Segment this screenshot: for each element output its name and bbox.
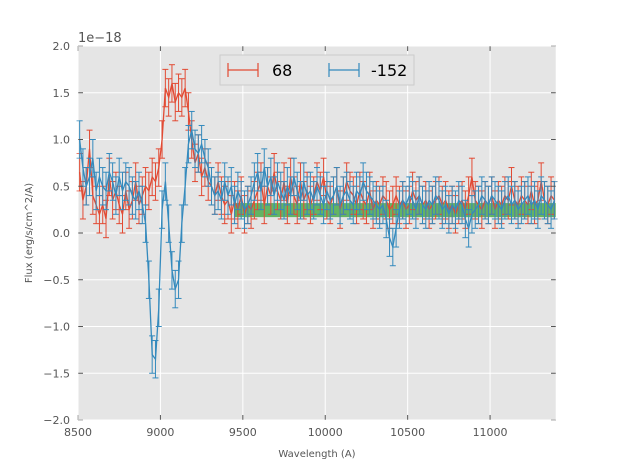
- legend: 68 -152: [219, 54, 415, 86]
- legend-entry-68: 68: [227, 61, 292, 80]
- x-tick-label: 9000: [146, 426, 174, 439]
- series-152: [76, 110, 558, 379]
- x-tick-label: 10000: [308, 426, 343, 439]
- y-tick-label: 0.5: [53, 180, 71, 193]
- y-axis-label: Flux (erg/s/cm^2/A): [24, 183, 35, 283]
- x-tick-label: 8500: [64, 426, 92, 439]
- x-axis-label: Wavelength (A): [278, 449, 355, 460]
- x-tick-label: 10500: [390, 426, 425, 439]
- x-tick-label: 11000: [473, 426, 508, 439]
- x-tick-label: 9500: [229, 426, 257, 439]
- legend-label-68: 68: [272, 61, 292, 80]
- y-tick-label: 1.0: [53, 134, 71, 147]
- ticks: 8500 9000 9500 10000 10500 11000 −2.0 −1.5 −1.0 −…: [43, 40, 557, 439]
- y-tick-label: −0.5: [43, 274, 70, 287]
- legend-entry-152: -152: [328, 61, 407, 80]
- y-tick-label: −1.5: [43, 367, 70, 380]
- y-tick-label: 1.5: [53, 87, 71, 100]
- y-tick-label: −2.0: [43, 414, 70, 427]
- y-tick-label: −1.0: [43, 321, 70, 334]
- plot-frame: [77, 45, 557, 421]
- y-offset-label: 1e−18: [78, 31, 122, 46]
- series-line: [78, 129, 556, 362]
- y-tick-label: 0.0: [53, 227, 71, 240]
- y-tick-label: 2.0: [53, 40, 71, 53]
- series-layer: [76, 64, 558, 379]
- legend-label-152: -152: [371, 61, 407, 80]
